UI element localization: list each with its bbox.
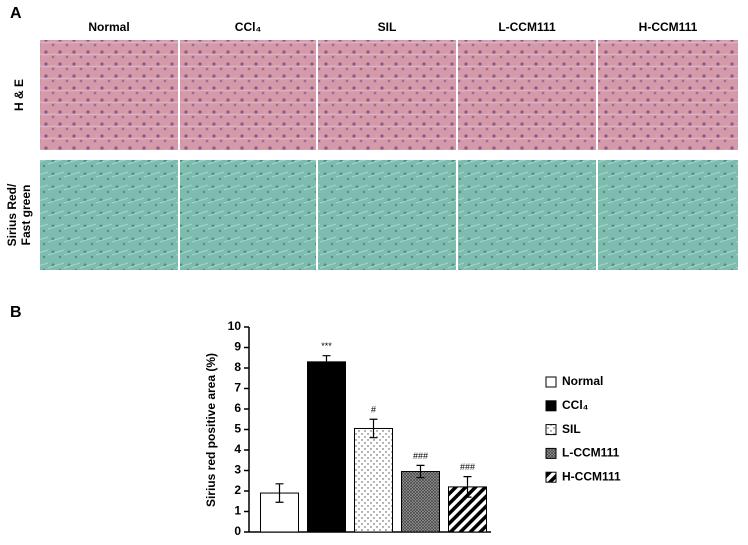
micrograph — [458, 160, 596, 270]
y-tick-label: 1 — [234, 504, 241, 518]
significance-label: *** — [321, 341, 332, 351]
error-bar — [275, 483, 284, 503]
legend-label: L-CCM111 — [562, 446, 620, 460]
legend-label: H-CCM111 — [562, 469, 621, 483]
bar — [307, 361, 346, 533]
y-tick-label: 6 — [234, 401, 241, 415]
error-bar — [416, 464, 425, 479]
y-tick-label: 7 — [234, 381, 241, 395]
bar — [260, 492, 299, 533]
bar — [354, 427, 393, 533]
significance-label: ### — [413, 451, 428, 461]
row-label: H & E — [12, 79, 26, 111]
y-tick-label: 3 — [234, 463, 241, 477]
column-header: Normal — [88, 20, 129, 34]
column-header: H-CCM111 — [639, 20, 698, 34]
row-label: Sirius Red/ — [5, 183, 19, 246]
micrograph — [318, 40, 456, 150]
significance-label: # — [371, 405, 376, 415]
panel-label: B — [10, 304, 22, 321]
column-header: L-CCM111 — [498, 20, 556, 34]
y-axis-label: Sirius red positive area (%) — [204, 353, 218, 507]
legend-label: SIL — [562, 422, 581, 436]
significance-label: ### — [460, 462, 475, 472]
legend-label: Normal — [562, 374, 603, 388]
micrograph — [180, 40, 316, 150]
y-tick-label: 4 — [234, 442, 241, 456]
y-tick-label: 5 — [234, 422, 241, 436]
error-bar — [369, 418, 378, 439]
legend-swatch — [545, 424, 557, 436]
micrograph — [40, 40, 178, 150]
y-tick-label: 0 — [234, 524, 241, 538]
micrograph — [40, 160, 178, 270]
y-tick-label: 9 — [234, 340, 241, 354]
micrograph — [598, 40, 738, 150]
legend-swatch — [545, 447, 557, 459]
column-header: CCl₄ — [235, 20, 262, 34]
y-tick-label: 8 — [234, 360, 241, 374]
micrograph — [180, 160, 316, 270]
y-tick-label: 2 — [234, 483, 241, 497]
row-label: Fast green — [19, 185, 33, 246]
legend-swatch — [545, 400, 557, 412]
column-header: SIL — [378, 20, 397, 34]
bar — [401, 471, 440, 533]
panel-label: A — [10, 5, 22, 22]
legend-label: CCl₄ — [562, 398, 589, 412]
micrograph — [318, 160, 456, 270]
error-bar — [463, 476, 472, 498]
legend-swatch — [545, 376, 557, 388]
error-bar — [322, 355, 331, 369]
legend-swatch — [545, 471, 557, 483]
micrograph — [458, 40, 596, 150]
y-tick-label: 10 — [228, 319, 242, 333]
micrograph — [598, 160, 738, 270]
